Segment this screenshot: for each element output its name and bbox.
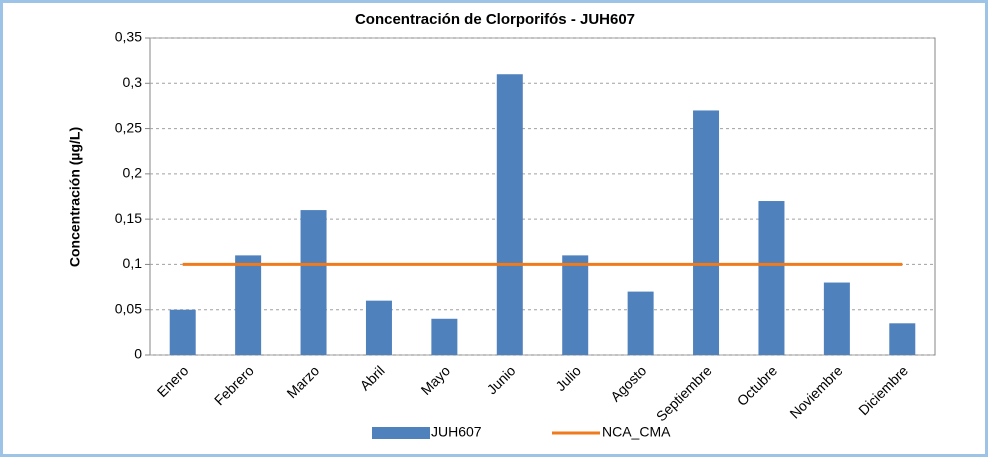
y-tick-label: 0,2 bbox=[123, 165, 143, 181]
bar bbox=[562, 255, 589, 355]
y-tick-label: 0,35 bbox=[115, 29, 142, 45]
bar bbox=[365, 300, 392, 355]
y-axis-label: Concentración (µg/L) bbox=[67, 127, 83, 267]
y-tick-label: 0,05 bbox=[115, 300, 142, 316]
bar bbox=[496, 74, 523, 355]
bar bbox=[693, 110, 720, 355]
bar bbox=[889, 323, 916, 355]
y-tick-label: 0,15 bbox=[115, 210, 142, 226]
y-tick-label: 0,1 bbox=[123, 255, 143, 271]
bar bbox=[235, 255, 262, 355]
legend-swatch bbox=[372, 427, 430, 439]
bar bbox=[300, 210, 327, 355]
bar bbox=[758, 201, 785, 355]
bar bbox=[169, 309, 196, 355]
bar bbox=[627, 291, 654, 355]
bar bbox=[431, 318, 458, 355]
chart-title: Concentración de Clorporifós - JUH607 bbox=[355, 11, 635, 28]
plot-area bbox=[149, 37, 936, 356]
y-tick-label: 0,25 bbox=[115, 119, 142, 135]
y-tick-label: 0 bbox=[134, 346, 142, 362]
bar bbox=[823, 282, 850, 355]
legend-label: NCA_CMA bbox=[602, 424, 671, 440]
legend-label: JUH607 bbox=[431, 424, 482, 440]
y-tick-label: 0,3 bbox=[123, 74, 143, 90]
